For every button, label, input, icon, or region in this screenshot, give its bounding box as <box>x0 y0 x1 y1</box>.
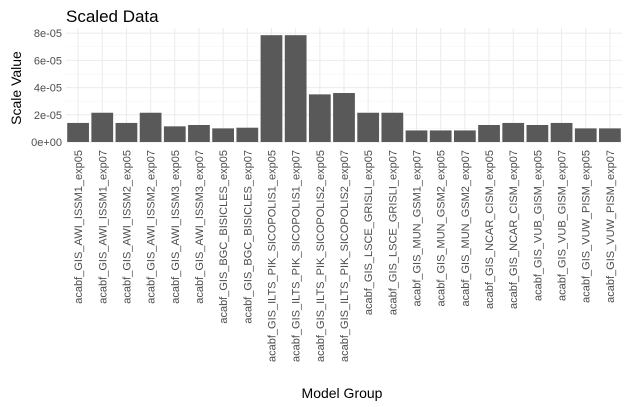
bar <box>163 126 186 142</box>
bar <box>284 35 307 143</box>
bar <box>139 112 162 142</box>
x-tick-label: acabf_GIS_MUN_GSM1_exp07 <box>412 150 424 307</box>
bar <box>115 122 138 142</box>
x-tick-label: acabf_GIS_ILTS_PIK_SICOPOLIS2_exp07 <box>339 150 351 362</box>
x-tick-label: acabf_GIS_BGC_BISICLES_exp05 <box>218 150 230 324</box>
chart-title: Scaled Data <box>66 7 159 26</box>
bars <box>67 35 621 143</box>
x-tick-label: acabf_GIS_LSCE_GRISLI_exp07 <box>387 150 399 315</box>
x-tick-label: acabf_GIS_MUN_GSM2_exp07 <box>460 150 472 307</box>
bar <box>357 112 380 142</box>
bar <box>308 94 331 142</box>
y-tick-label: 8e-05 <box>34 28 62 40</box>
bar <box>236 127 259 142</box>
x-tick-label: acabf_GIS_VUW_PISM_exp07 <box>605 150 617 303</box>
bar <box>67 122 89 142</box>
bar <box>260 35 283 143</box>
x-tick-label: acabf_GIS_AWI_ISSM3_exp05 <box>170 150 182 304</box>
y-axis-ticks: 0e+00 2e-05 4e-05 6e-05 8e-05 <box>31 28 62 149</box>
x-tick-label: acabf_GIS_ILTS_PIK_SICOPOLIS1_exp07 <box>291 150 303 362</box>
x-tick-label: acabf_GIS_BGC_BISICLES_exp07 <box>242 150 254 324</box>
bar <box>526 124 549 142</box>
x-tick-label: acabf_GIS_AWI_ISSM2_exp05 <box>121 150 133 304</box>
x-axis-ticks: acabf_GIS_AWI_ISSM1_exp05 acabf_GIS_AWI_I… <box>73 150 617 362</box>
x-tick-label: acabf_GIS_AWI_ISSM1_exp05 <box>73 150 85 304</box>
y-tick-label: 6e-05 <box>34 55 62 67</box>
x-tick-label: acabf_GIS_NCAR_CISM_exp07 <box>508 150 520 309</box>
bar <box>574 128 597 142</box>
bar <box>502 122 525 142</box>
bar <box>599 128 621 142</box>
y-tick-label: 2e-05 <box>34 110 62 122</box>
y-tick-label: 0e+00 <box>31 137 62 149</box>
bar <box>91 112 114 142</box>
x-tick-label: acabf_GIS_MUN_GSM2_exp05 <box>436 150 448 307</box>
bar <box>381 112 404 142</box>
x-tick-label: acabf_GIS_AWI_ISSM1_exp07 <box>97 150 109 304</box>
bar <box>429 130 452 142</box>
x-tick-label: acabf_GIS_VUB_GISM_exp07 <box>557 150 569 301</box>
bar <box>405 130 428 142</box>
bar <box>212 128 235 142</box>
x-tick-label: acabf_GIS_AWI_ISSM2_exp07 <box>146 150 158 304</box>
x-tick-label: acabf_GIS_NCAR_CISM_exp05 <box>484 150 496 309</box>
x-tick-label: acabf_GIS_AWI_ISSM3_exp07 <box>194 150 206 304</box>
x-axis-title: Model Group <box>302 385 383 401</box>
bar <box>550 122 573 142</box>
bar <box>188 124 210 142</box>
x-tick-label: acabf_GIS_LSCE_GRISLI_exp05 <box>363 150 375 315</box>
y-tick-label: 4e-05 <box>34 83 62 95</box>
y-axis-title: Scale Value <box>8 51 24 125</box>
x-tick-label: acabf_GIS_VUB_GISM_exp05 <box>532 150 544 301</box>
x-tick-label: acabf_GIS_ILTS_PIK_SICOPOLIS2_exp05 <box>315 150 327 362</box>
bar <box>333 93 355 142</box>
x-tick-label: acabf_GIS_ILTS_PIK_SICOPOLIS1_exp05 <box>266 150 278 362</box>
x-tick-label: acabf_GIS_VUW_PISM_exp05 <box>581 150 593 303</box>
bar <box>453 130 476 142</box>
bar <box>478 124 500 142</box>
